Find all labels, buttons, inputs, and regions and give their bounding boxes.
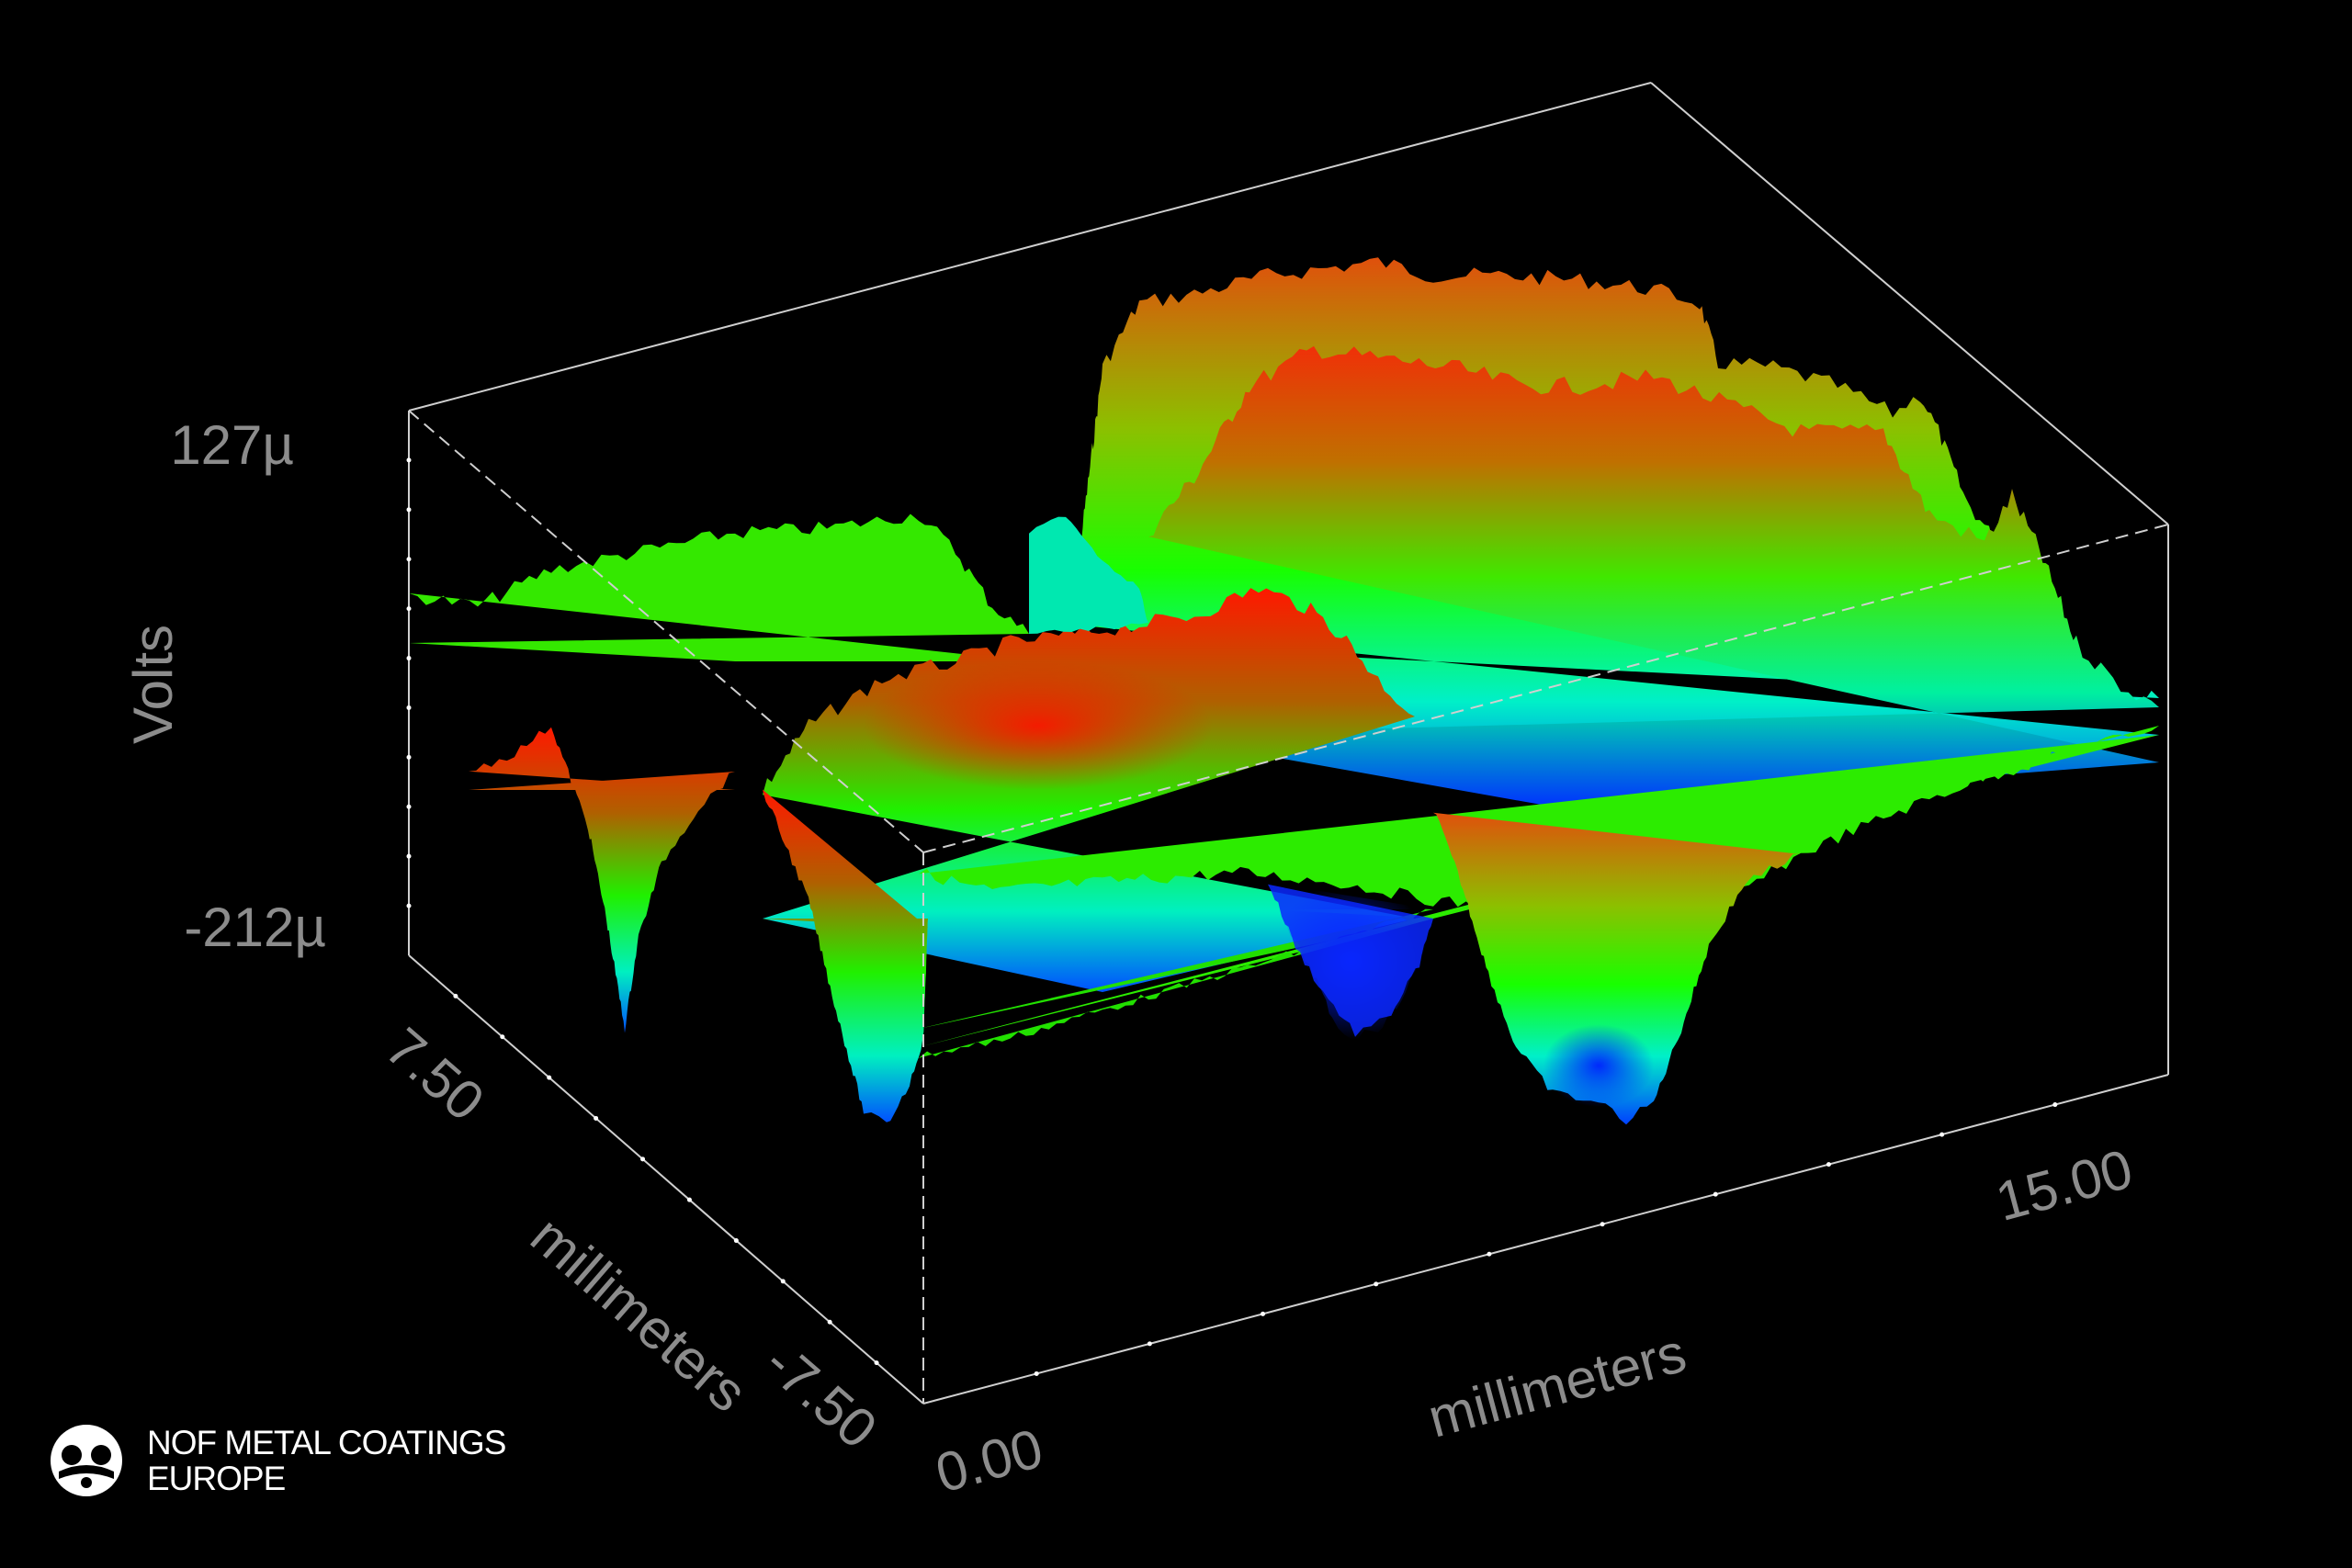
y-tick-right: -7.50 [753, 1331, 888, 1460]
box-edge-front-bottom [922, 1074, 2169, 1404]
tick-mark [733, 1238, 739, 1244]
tick-mark [1487, 1251, 1492, 1257]
surface-red-hotspot [864, 661, 1213, 790]
tick-mark [874, 1360, 879, 1366]
company-logo: NOF METAL COATINGS EUROPE [48, 1422, 506, 1499]
surface-valley-left [469, 727, 735, 1033]
box-edge-back-top [408, 82, 1652, 412]
z-axis-label: Volts [122, 625, 184, 744]
surface-left-shelf [409, 513, 1029, 661]
tick-mark [406, 754, 412, 760]
surface-valley-right-core [1544, 1024, 1654, 1107]
surface-valley-right [1433, 812, 1801, 1125]
tick-mark [1826, 1162, 1831, 1168]
tick-mark [406, 557, 412, 562]
tick-mark [2052, 1102, 2058, 1108]
surface-valley-center-core [1268, 884, 1433, 1037]
x-axis-label: millimeters [1422, 1322, 1692, 1450]
surface-back-teal [1029, 516, 1148, 634]
tick-mark [1374, 1281, 1379, 1287]
tick-mark [1147, 1341, 1152, 1347]
box-edge-left-bottom [408, 954, 924, 1404]
tick-mark [1261, 1311, 1266, 1316]
axis-box-back [408, 82, 2169, 1075]
tick-mark [406, 853, 412, 859]
box-edge-right-top [1650, 82, 2169, 525]
logo-line2: EUROPE [147, 1460, 286, 1497]
surface-valley-front-left [763, 789, 928, 1122]
z-tick-bottom: -212µ [184, 897, 326, 958]
tick-mark [1939, 1132, 1945, 1137]
nof-logo-icon [51, 1425, 122, 1496]
box-edge-front-top [922, 524, 2169, 853]
tick-mark [406, 705, 412, 710]
tick-mark [827, 1319, 832, 1325]
tick-mark [406, 903, 412, 908]
tick-mark [1713, 1191, 1718, 1197]
tick-mark [547, 1075, 552, 1080]
box-edge-front-top-left [408, 410, 924, 853]
x-tick-right: 15.00 [1990, 1137, 2139, 1233]
tick-mark [406, 507, 412, 513]
z-tick-top: 127µ [170, 414, 294, 476]
y-tick-left: 7.50 [374, 1016, 495, 1133]
tick-mark [453, 993, 458, 998]
tick-mark [406, 804, 412, 809]
tick-mark [500, 1034, 505, 1040]
tick-mark [406, 457, 412, 463]
tick-mark [406, 656, 412, 661]
tick-mark [406, 606, 412, 612]
tick-mark [640, 1156, 646, 1162]
surface-mid-ridge [1148, 345, 2159, 808]
tick-mark [686, 1197, 692, 1202]
surface [409, 257, 2159, 1125]
x-tick-left: 0.00 [930, 1417, 1049, 1505]
tick-marks [406, 457, 2058, 1376]
tick-mark [594, 1115, 599, 1121]
y-axis-label: millimeters [519, 1204, 758, 1424]
tick-mark [1034, 1371, 1039, 1376]
logo-line1: NOF METAL COATINGS [147, 1424, 506, 1461]
tick-mark [1600, 1222, 1605, 1227]
tick-mark [780, 1279, 786, 1284]
axis-box-front [408, 410, 2169, 1404]
